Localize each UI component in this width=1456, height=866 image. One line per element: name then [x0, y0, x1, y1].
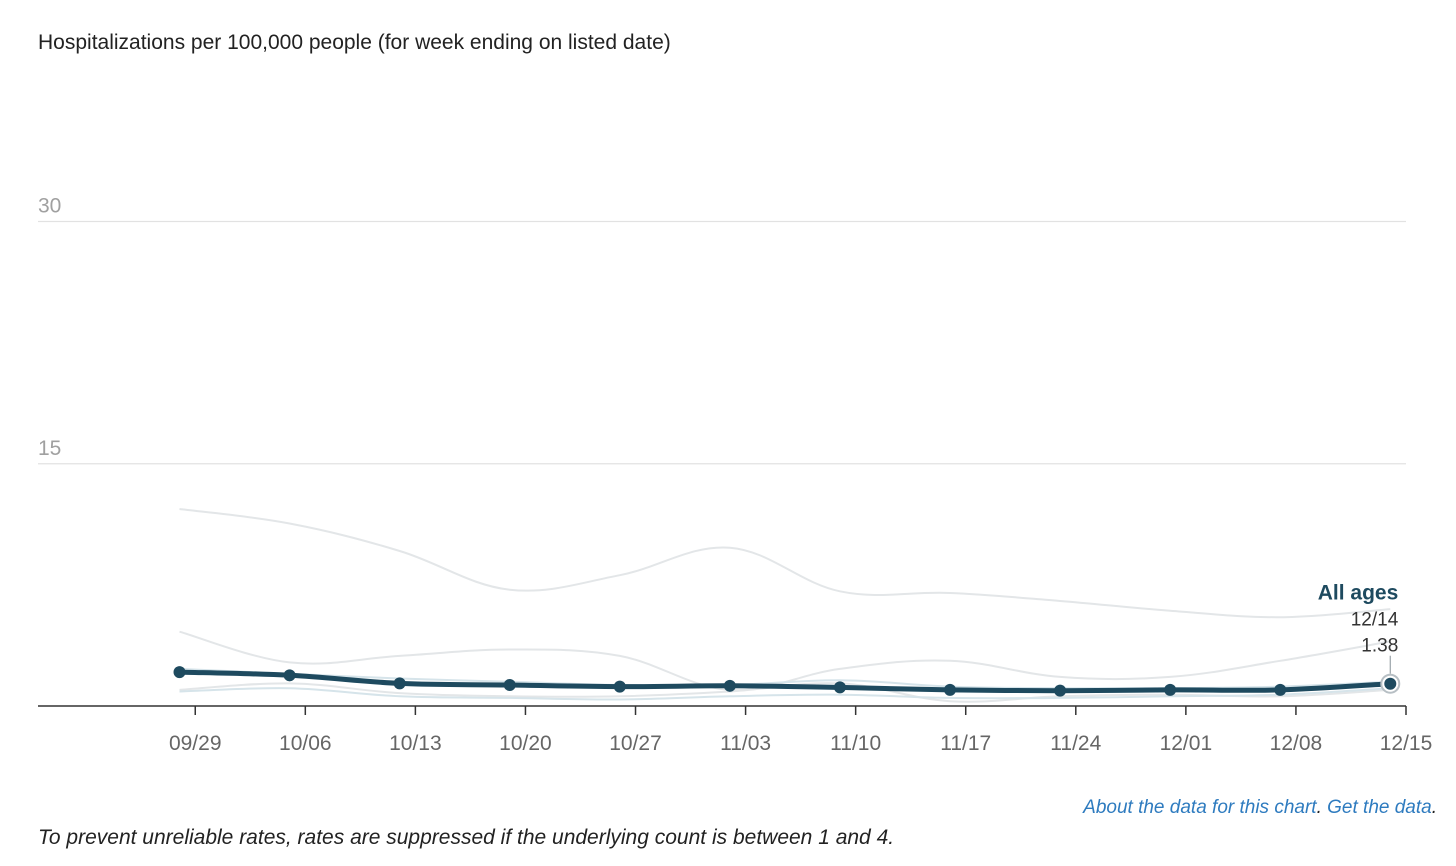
x-tick-label: 10/20: [499, 732, 552, 755]
annotation-date: 12/14: [1351, 610, 1399, 631]
data-point: [944, 683, 956, 696]
x-axis: 09/29 10/06 10/13 10/20 10/27 11/03 11/10 11/17…: [38, 705, 1433, 755]
data-point: [173, 666, 186, 679]
data-point: [833, 681, 846, 694]
x-tick-label: 10/06: [279, 732, 332, 755]
data-point: [1054, 684, 1067, 697]
data-point: [1164, 683, 1177, 696]
x-tick-label: 10/13: [389, 732, 442, 755]
background-series-line: [179, 687, 1391, 701]
footer-links: About the data for this chart. Get the d…: [1083, 797, 1437, 819]
x-tick-label: 11/03: [720, 732, 771, 755]
x-tick-label: 10/27: [609, 732, 662, 755]
y-tick-label: 30: [38, 195, 61, 218]
data-point: [393, 677, 406, 690]
get-data-link[interactable]: Get the data: [1327, 797, 1432, 818]
footer-end: .: [1431, 797, 1437, 818]
background-series-line: [179, 508, 1391, 619]
x-tick-label: 11/24: [1050, 732, 1101, 755]
data-point: [1384, 677, 1397, 690]
chart-title: Hospitalizations per 100,000 people (for…: [38, 31, 671, 54]
annotation-series-name: All ages: [1318, 582, 1399, 605]
series-line-all-ages: [177, 669, 1393, 694]
about-data-link[interactable]: About the data for this chart: [1083, 797, 1317, 818]
x-tick-label: 11/10: [830, 732, 881, 755]
y-tick-label: 15: [38, 437, 61, 460]
data-point: [723, 679, 736, 692]
footnote: To prevent unreliable rates, rates are s…: [38, 826, 895, 849]
annotation-layer: All ages 12/14 1.38: [1318, 582, 1399, 674]
x-tick-label: 09/29: [169, 732, 222, 755]
footer-separator: .: [1316, 797, 1328, 818]
annotation-value: 1.38: [1361, 636, 1398, 657]
data-point: [283, 669, 296, 682]
background-series-layer: [179, 508, 1391, 703]
main-series-layer: [173, 666, 1401, 697]
x-tick-label: 12/15: [1380, 732, 1433, 755]
x-tick-label: 12/01: [1160, 732, 1213, 755]
data-point: [503, 679, 516, 692]
data-point: [613, 680, 626, 693]
data-point: [1274, 683, 1287, 696]
x-tick-label: 11/17: [940, 732, 991, 755]
x-tick-label: 12/08: [1270, 732, 1323, 755]
